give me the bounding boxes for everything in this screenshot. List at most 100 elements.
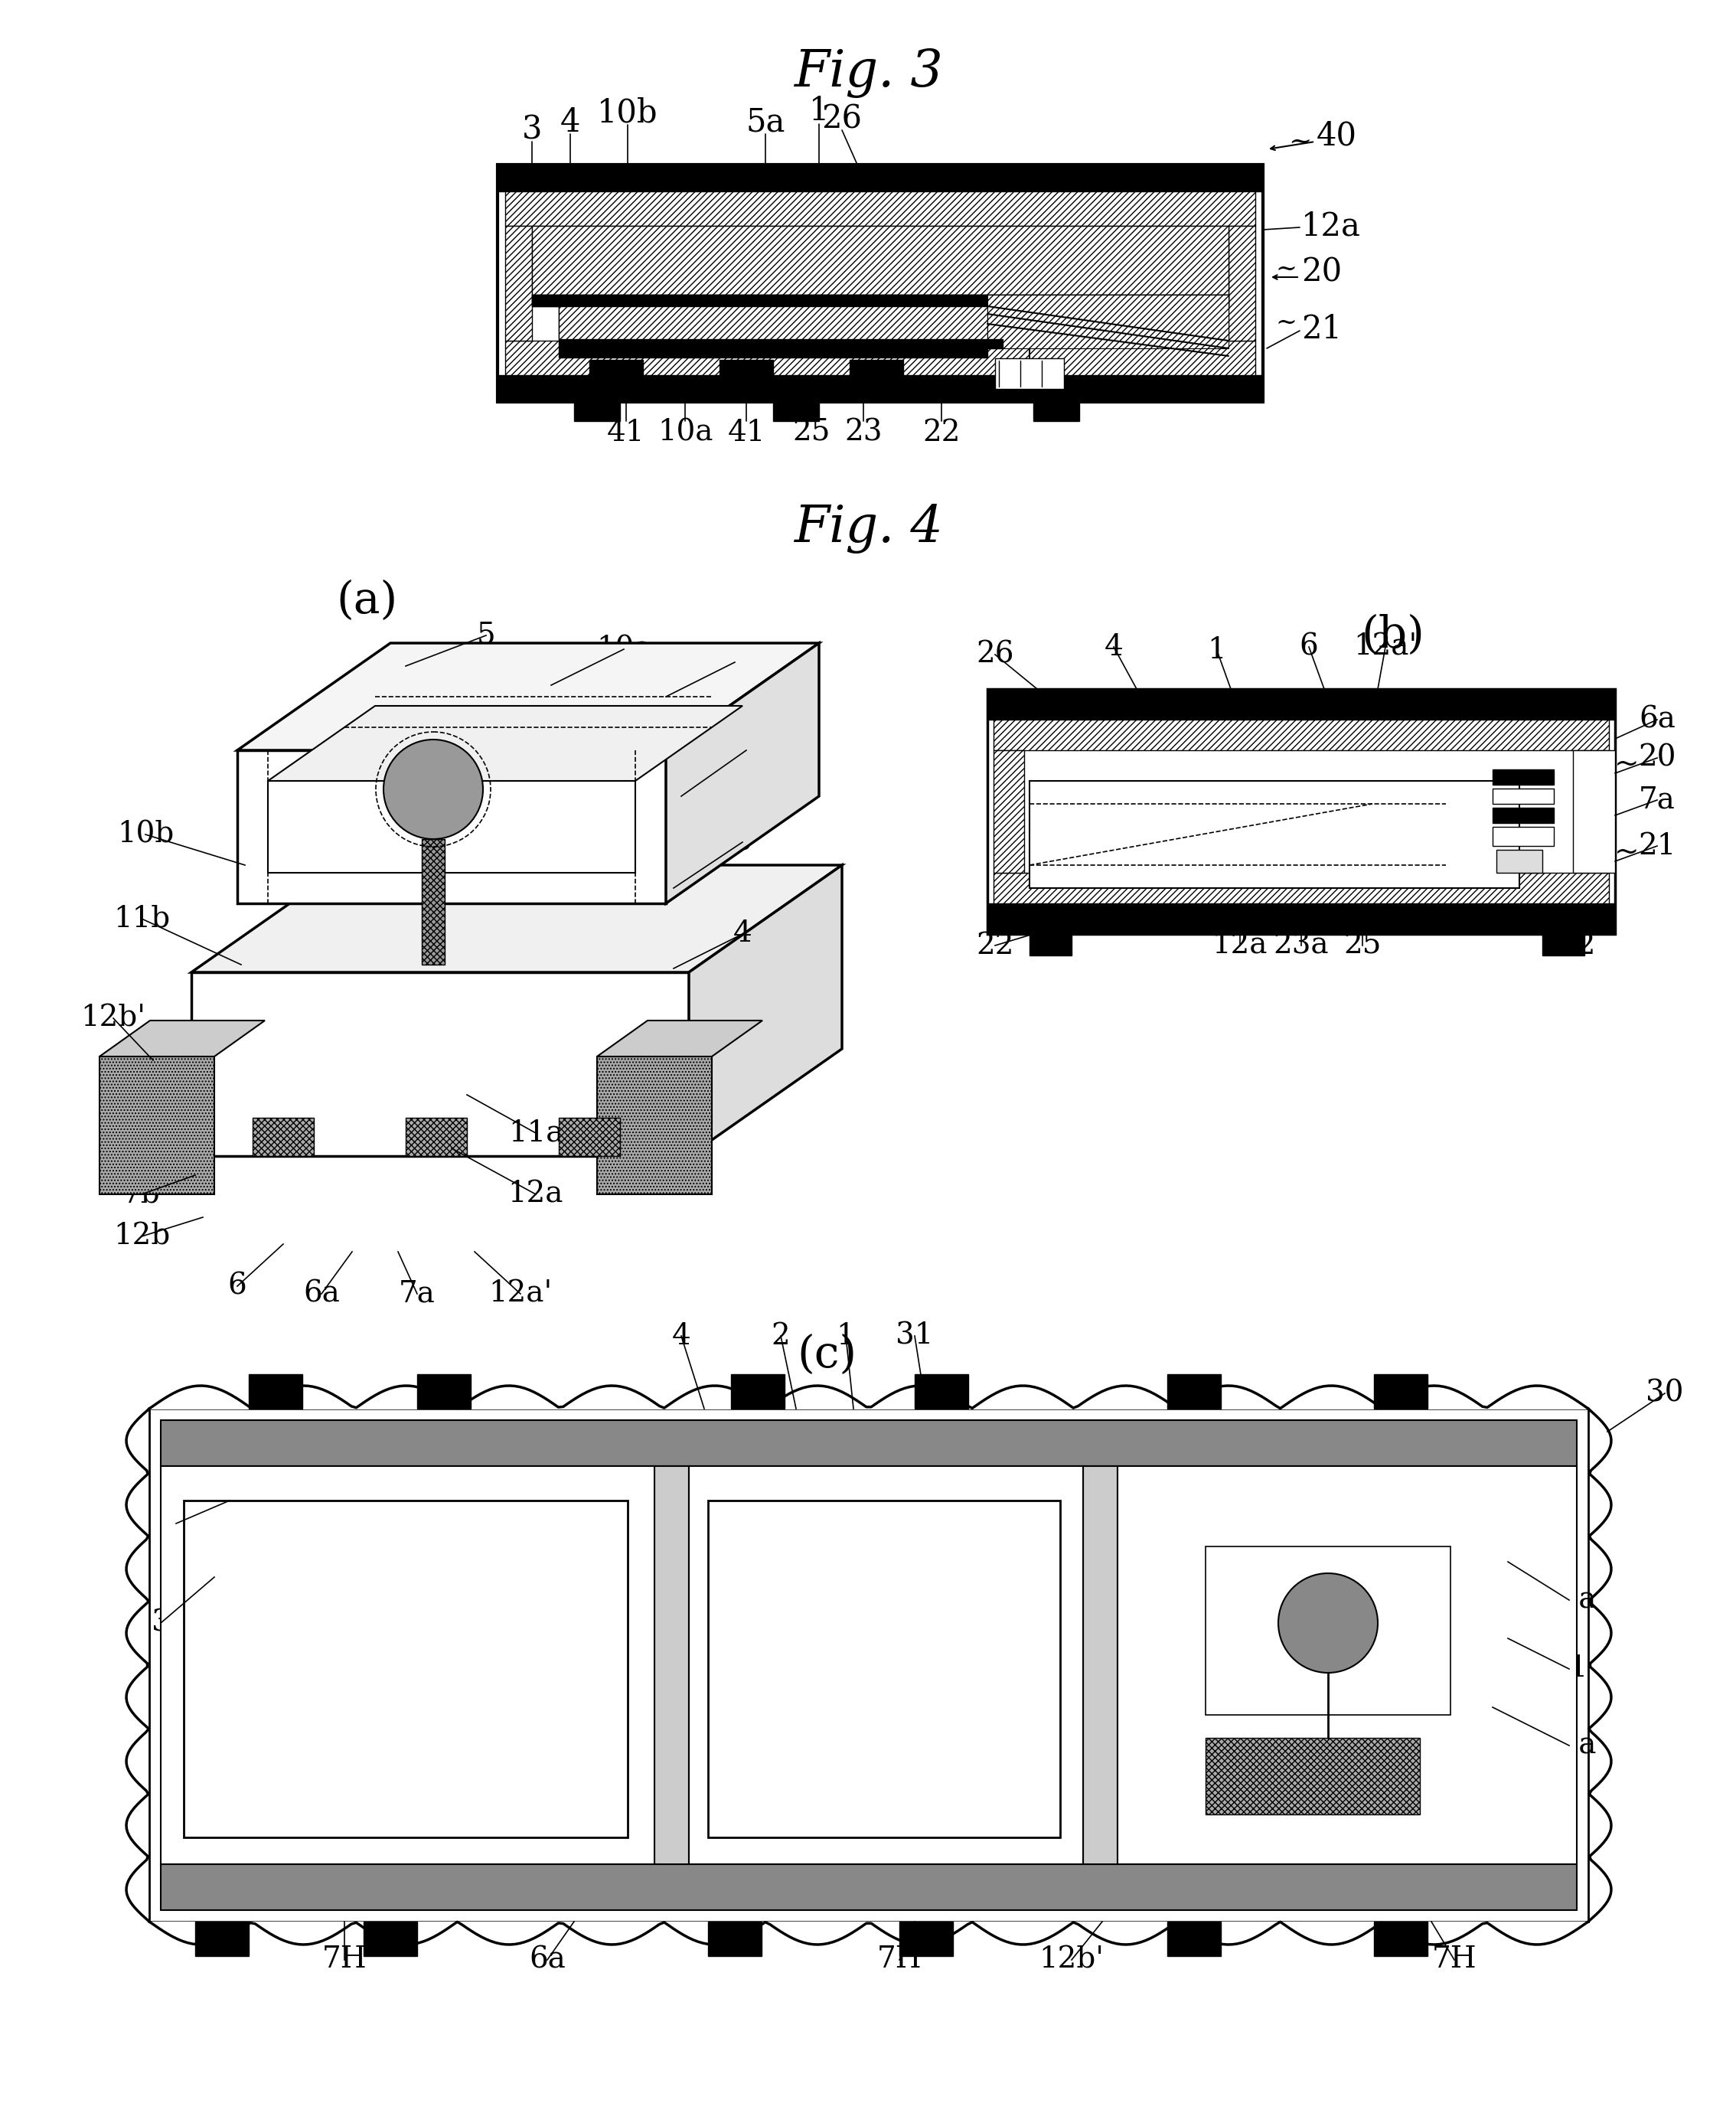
Bar	[161, 1466, 654, 1864]
Bar	[559, 349, 988, 357]
Text: ~: ~	[1276, 311, 1297, 336]
Text: 23: 23	[844, 418, 882, 446]
Polygon shape	[422, 839, 444, 966]
Text: 10a: 10a	[658, 418, 713, 446]
Bar	[248, 1373, 302, 1409]
Bar	[1118, 1466, 1576, 1864]
Text: 23a: 23a	[1274, 932, 1330, 959]
Bar	[161, 1864, 1576, 1910]
Text: 1: 1	[809, 95, 830, 127]
Text: 22: 22	[976, 932, 1014, 959]
Text: 12a: 12a	[1302, 209, 1361, 241]
Bar	[1573, 750, 1614, 873]
Bar	[531, 294, 1229, 306]
Polygon shape	[238, 642, 819, 750]
Polygon shape	[597, 1021, 762, 1056]
Text: 5: 5	[477, 621, 495, 649]
Polygon shape	[191, 972, 689, 1156]
Text: 3: 3	[151, 1608, 170, 1638]
Text: 10a: 10a	[1542, 1587, 1597, 1614]
Bar	[184, 1500, 628, 1838]
Text: 2: 2	[771, 1323, 790, 1350]
Bar	[1496, 849, 1542, 873]
Text: 12b': 12b'	[82, 1004, 146, 1033]
Text: ~6: ~6	[437, 1709, 481, 1737]
Bar	[531, 226, 1229, 294]
Text: 1: 1	[837, 1323, 856, 1350]
Bar	[575, 401, 620, 420]
Text: 31: 31	[896, 1323, 934, 1350]
Text: 30: 30	[1646, 1380, 1684, 1407]
Bar	[417, 1373, 470, 1409]
Bar	[559, 306, 988, 340]
Bar	[559, 340, 1003, 349]
Text: Fig. 3: Fig. 3	[793, 49, 943, 97]
Polygon shape	[689, 864, 842, 1156]
Bar	[993, 873, 1609, 904]
Text: 7a: 7a	[399, 1280, 436, 1308]
Text: 21: 21	[1639, 833, 1675, 860]
Text: 6a: 6a	[304, 1280, 340, 1308]
Bar	[1033, 401, 1080, 420]
Text: 26: 26	[821, 104, 863, 135]
Bar	[1205, 1737, 1420, 1815]
Bar	[988, 689, 1614, 721]
Bar	[590, 359, 642, 387]
Bar	[363, 1921, 417, 1957]
Text: (c): (c)	[797, 1333, 856, 1376]
Text: 5: 5	[167, 1509, 186, 1538]
Text: 41: 41	[727, 418, 766, 446]
Text: (a): (a)	[337, 579, 398, 623]
Circle shape	[384, 740, 483, 839]
Polygon shape	[406, 1118, 467, 1156]
Text: Fig. 4: Fig. 4	[793, 503, 943, 554]
Bar	[161, 1420, 1576, 1466]
Text: 31: 31	[1550, 1654, 1588, 1684]
Text: ~: ~	[1614, 750, 1639, 778]
Bar	[505, 340, 1255, 376]
Text: ~: ~	[1276, 258, 1297, 281]
Text: 12a': 12a'	[1354, 632, 1417, 661]
Bar	[773, 401, 819, 420]
Text: 10b: 10b	[116, 820, 174, 849]
Bar	[1542, 934, 1585, 955]
Bar	[1167, 1921, 1220, 1957]
Text: 5a: 5a	[746, 106, 785, 139]
Text: 4: 4	[672, 1323, 691, 1350]
Polygon shape	[191, 864, 842, 972]
Text: 6: 6	[1300, 632, 1318, 661]
Polygon shape	[99, 1021, 266, 1056]
Bar	[1373, 1921, 1427, 1957]
Bar	[149, 1409, 1588, 1921]
Text: 1: 1	[726, 649, 745, 676]
Bar	[654, 1466, 689, 1864]
Bar	[498, 165, 1264, 192]
Polygon shape	[988, 294, 1229, 349]
Text: 22: 22	[1557, 932, 1595, 959]
Circle shape	[1278, 1574, 1378, 1673]
Bar	[1229, 226, 1255, 340]
Text: 4: 4	[561, 106, 580, 139]
Polygon shape	[99, 1056, 214, 1194]
Bar	[988, 689, 1614, 934]
Bar	[689, 1466, 1083, 1864]
Bar	[1493, 788, 1554, 803]
Text: 7H: 7H	[1432, 1946, 1477, 1974]
Polygon shape	[253, 1118, 314, 1156]
Text: 3: 3	[733, 828, 752, 856]
Bar	[1167, 1373, 1220, 1409]
Polygon shape	[267, 706, 743, 782]
Text: (b): (b)	[1361, 615, 1425, 657]
Bar	[993, 750, 1024, 873]
Bar	[995, 359, 1064, 389]
Text: 11a: 11a	[509, 1120, 564, 1147]
Text: ~: ~	[1288, 129, 1311, 154]
Polygon shape	[597, 1056, 712, 1194]
Text: ~: ~	[1614, 839, 1639, 866]
Text: 4: 4	[1104, 632, 1123, 661]
Text: 1: 1	[1208, 636, 1226, 666]
Text: 22: 22	[922, 418, 960, 446]
Polygon shape	[531, 294, 1229, 340]
Bar	[194, 1921, 248, 1957]
Bar	[1373, 1373, 1427, 1409]
